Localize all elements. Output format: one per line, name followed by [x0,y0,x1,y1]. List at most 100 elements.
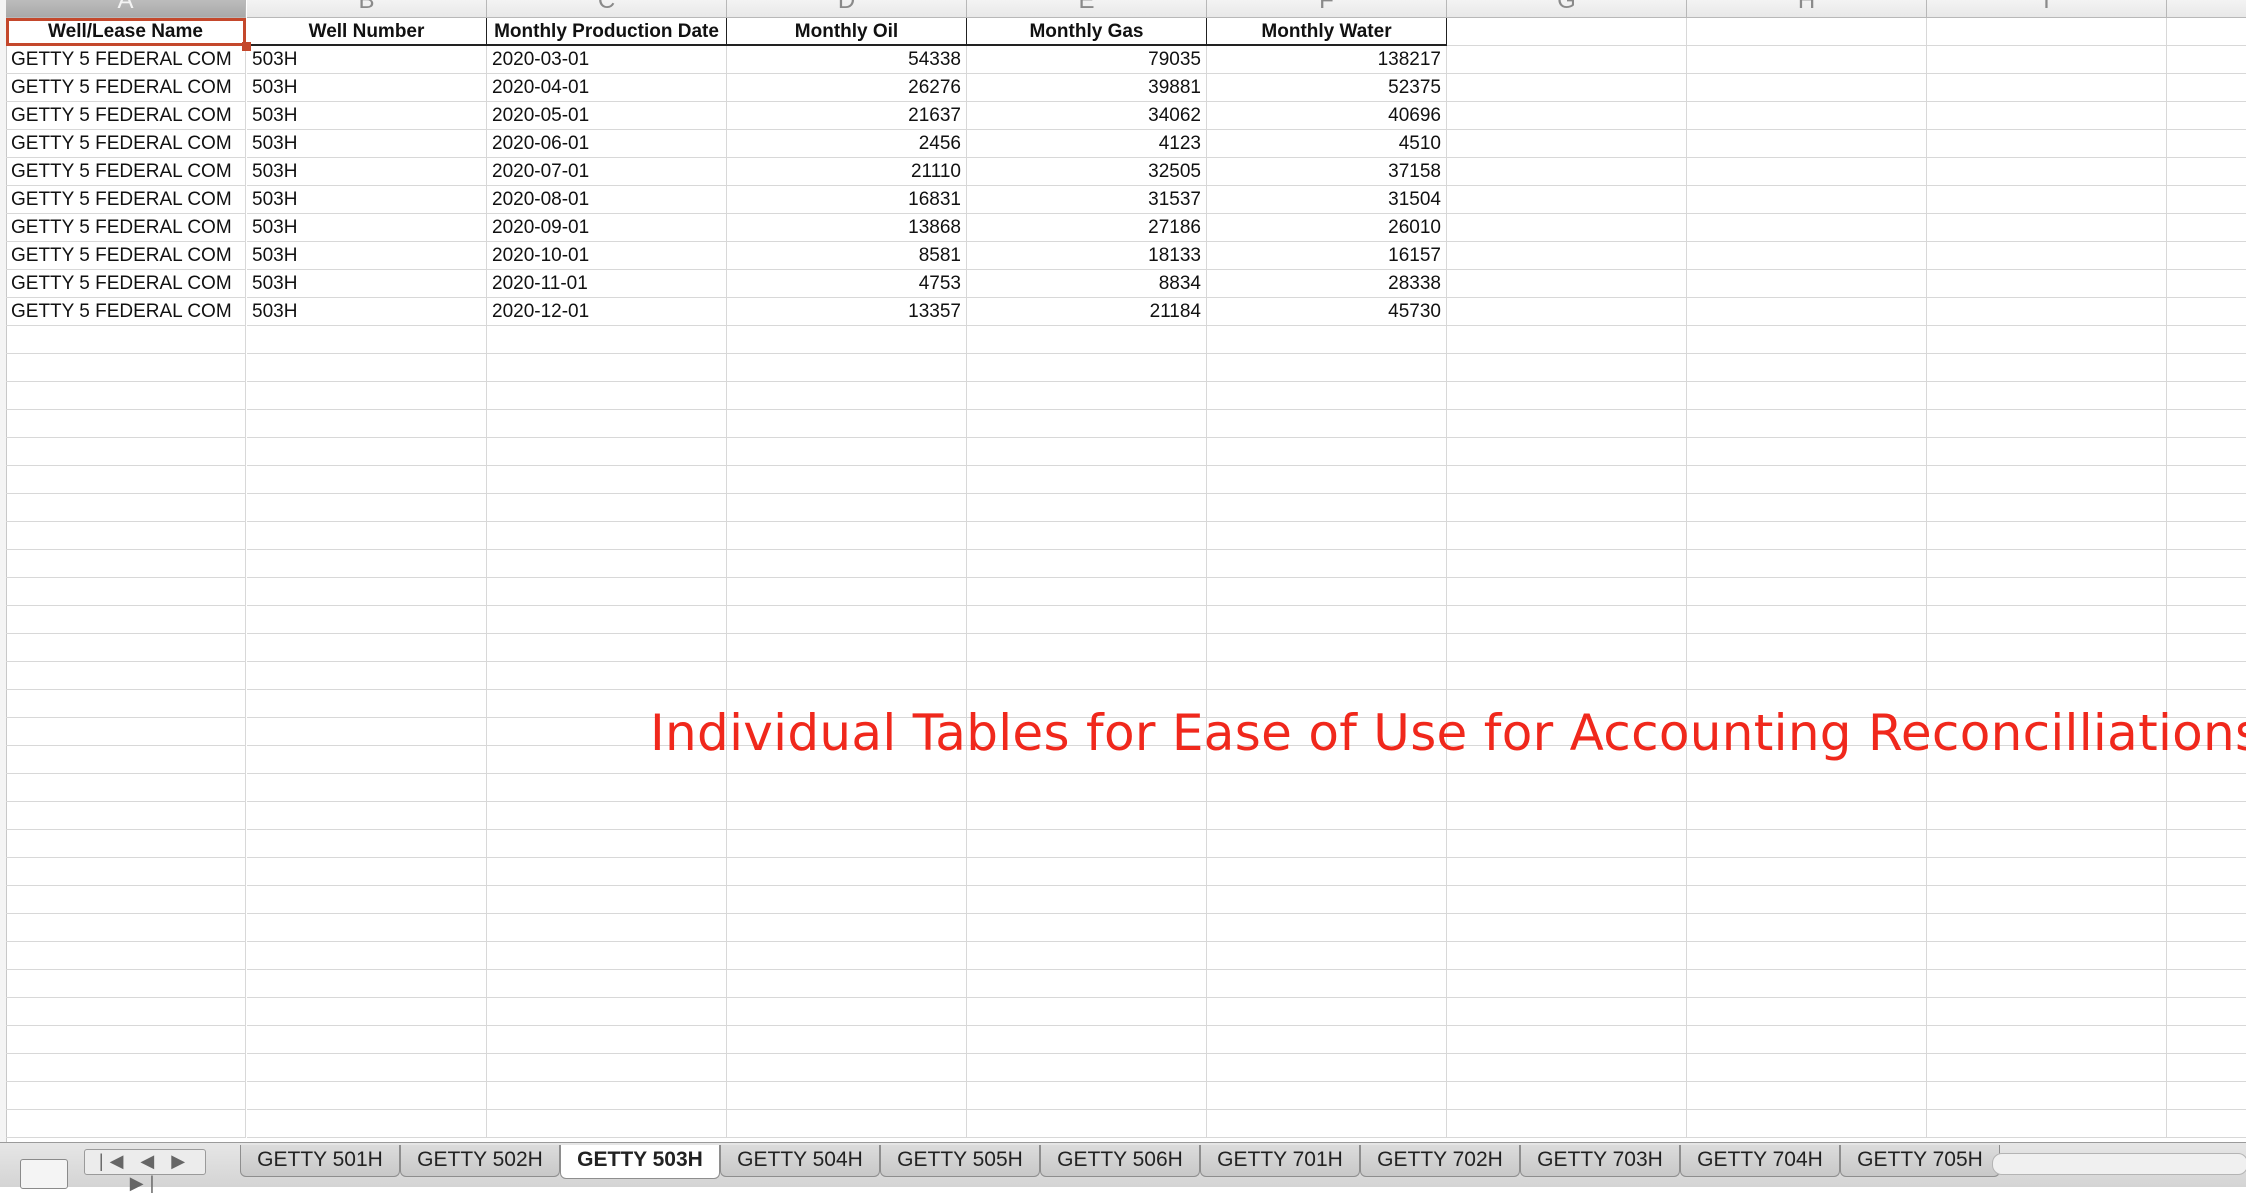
empty-cell[interactable] [247,466,487,494]
empty-cell[interactable] [1207,914,1447,942]
empty-cell[interactable] [1687,606,1927,634]
header-cell[interactable]: Monthly Oil [727,18,967,46]
fill-handle[interactable] [242,42,251,51]
empty-cell[interactable] [1687,438,1927,466]
empty-cell[interactable] [1927,914,2167,942]
empty-cell[interactable] [6,550,246,578]
empty-cell[interactable] [247,634,487,662]
empty-cell[interactable] [727,690,967,718]
sheet-tab[interactable]: GETTY 501H [240,1145,400,1177]
empty-cell[interactable] [1687,1026,1927,1054]
empty-cell[interactable] [1447,298,1687,326]
empty-cell[interactable] [727,550,967,578]
table-cell[interactable]: GETTY 5 FEDERAL COM [6,270,246,298]
empty-cell[interactable] [487,774,727,802]
empty-cell[interactable] [2167,942,2246,970]
table-cell[interactable]: GETTY 5 FEDERAL COM [6,74,246,102]
empty-cell[interactable] [6,998,246,1026]
empty-cell[interactable] [6,830,246,858]
empty-cell[interactable] [967,886,1207,914]
empty-cell[interactable] [1207,550,1447,578]
empty-cell[interactable] [1687,1110,1927,1138]
empty-cell[interactable] [967,354,1207,382]
empty-cell[interactable] [967,858,1207,886]
empty-cell[interactable] [2167,298,2246,326]
empty-cell[interactable] [1447,662,1687,690]
empty-cell[interactable] [1687,942,1927,970]
header-cell[interactable]: Monthly Gas [967,18,1207,46]
empty-cell[interactable] [487,1082,727,1110]
empty-cell[interactable] [967,970,1207,998]
table-cell[interactable]: 503H [247,242,487,270]
table-cell[interactable]: 79035 [967,46,1207,74]
sheet-nav-arrows[interactable]: |◀ ◀ ▶ ▶| [84,1149,206,1193]
table-cell[interactable]: 54338 [727,46,967,74]
empty-cell[interactable] [967,802,1207,830]
empty-cell[interactable] [1207,970,1447,998]
empty-cell[interactable] [1447,242,1687,270]
sheet-tab[interactable]: GETTY 506H [1040,1145,1200,1177]
empty-cell[interactable] [2167,1026,2246,1054]
table-cell[interactable]: 16157 [1207,242,1447,270]
empty-cell[interactable] [1687,914,1927,942]
empty-cell[interactable] [487,578,727,606]
empty-cell[interactable] [1687,802,1927,830]
empty-cell[interactable] [1927,298,2167,326]
empty-cell[interactable] [1927,158,2167,186]
empty-cell[interactable] [1927,1026,2167,1054]
empty-cell[interactable] [6,438,246,466]
empty-cell[interactable] [247,522,487,550]
empty-cell[interactable] [1927,466,2167,494]
empty-cell[interactable] [1687,690,1927,718]
column-header-f[interactable]: F [1207,0,1447,18]
empty-cell[interactable] [6,410,246,438]
empty-cell[interactable] [487,382,727,410]
table-cell[interactable]: 2020-11-01 [487,270,727,298]
empty-cell[interactable] [2167,242,2246,270]
empty-cell[interactable] [967,578,1207,606]
empty-cell[interactable] [1207,354,1447,382]
empty-cell[interactable] [247,410,487,438]
empty-cell[interactable] [6,606,246,634]
empty-cell[interactable] [1207,942,1447,970]
empty-cell[interactable] [1447,998,1687,1026]
empty-cell[interactable] [487,942,727,970]
table-cell[interactable]: 2020-03-01 [487,46,727,74]
empty-cell[interactable] [2167,662,2246,690]
empty-cell[interactable] [2167,74,2246,102]
empty-cell[interactable] [487,634,727,662]
empty-cell[interactable] [1447,578,1687,606]
empty-cell[interactable] [6,578,246,606]
table-cell[interactable]: GETTY 5 FEDERAL COM [6,214,246,242]
empty-cell[interactable] [1927,802,2167,830]
empty-cell[interactable] [1447,690,1687,718]
empty-cell[interactable] [1207,606,1447,634]
empty-cell[interactable] [727,746,967,774]
empty-cell[interactable] [487,1054,727,1082]
empty-cell[interactable] [1927,1082,2167,1110]
empty-cell[interactable] [1207,690,1447,718]
table-cell[interactable]: GETTY 5 FEDERAL COM [6,158,246,186]
empty-cell[interactable] [487,1026,727,1054]
empty-cell[interactable] [1687,74,1927,102]
table-cell[interactable]: 2020-10-01 [487,242,727,270]
empty-cell[interactable] [1687,718,1927,746]
empty-cell[interactable] [1927,46,2167,74]
empty-cell[interactable] [1207,382,1447,410]
empty-cell[interactable] [6,522,246,550]
empty-cell[interactable] [727,606,967,634]
empty-cell[interactable] [247,1054,487,1082]
empty-cell[interactable] [727,410,967,438]
empty-cell[interactable] [2167,1054,2246,1082]
empty-cell[interactable] [2167,494,2246,522]
sheet-tab[interactable]: GETTY 701H [1200,1145,1360,1177]
empty-cell[interactable] [6,914,246,942]
empty-cell[interactable] [727,886,967,914]
empty-cell[interactable] [2167,410,2246,438]
empty-cell[interactable] [1447,914,1687,942]
empty-cell[interactable] [1447,130,1687,158]
empty-cell[interactable] [487,746,727,774]
empty-cell[interactable] [727,970,967,998]
empty-cell[interactable] [487,662,727,690]
